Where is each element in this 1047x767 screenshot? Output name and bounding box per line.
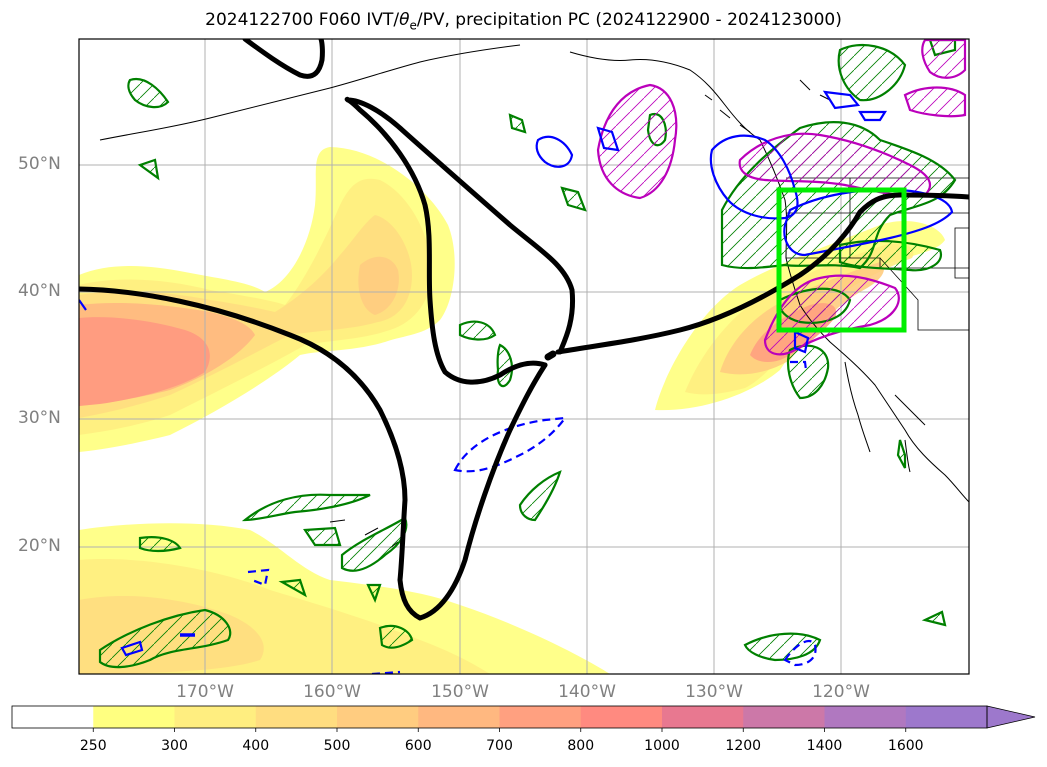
colorbar-segment [743, 706, 825, 728]
colorbar-tick-label: 800 [567, 738, 595, 754]
colorbar-tick-label: 1000 [644, 738, 680, 754]
lon-label-120w: 120°W [812, 682, 870, 702]
colorbar-segment [12, 706, 94, 728]
colorbar-segments [12, 706, 988, 732]
coastline [99, 44, 969, 549]
colorbar-outline [11, 705, 988, 729]
lat-label-20n: 20°N [18, 536, 61, 556]
lon-label-130w: 130°W [685, 682, 743, 702]
colorbar-segment [337, 706, 419, 728]
lon-label-140w: 140°W [558, 682, 616, 702]
map-frame [78, 38, 970, 675]
colorbar-tick-label: 300 [161, 738, 188, 754]
lat-label-50n: 50°N [18, 154, 61, 174]
lon-label-170w: 170°W [176, 682, 234, 702]
colorbar-tick-label: 500 [323, 738, 351, 754]
colorbar-tick-label: 700 [486, 738, 513, 754]
lon-label-150w: 150°W [431, 682, 489, 702]
colorbar-segment [174, 706, 257, 728]
colorbar-tick-label: 1200 [725, 738, 762, 754]
lon-label-160w: 160°W [303, 682, 361, 702]
target-box [776, 187, 907, 333]
colorbar-segment [824, 706, 907, 728]
colorbar-segment [93, 706, 175, 728]
lat-label-30n: 30°N [18, 408, 61, 428]
colorbar-segment [418, 706, 500, 728]
colorbar-segment [499, 706, 582, 728]
colorbar-segment [580, 706, 663, 728]
colorbar-segment [255, 706, 338, 728]
colorbar-tick-label: 250 [79, 738, 107, 754]
colorbar-tick-label: 400 [242, 738, 270, 754]
colorbar-segment [905, 706, 988, 728]
map-title: 2024122700 F060 IVT/θe/PV, precipitation… [205, 10, 842, 33]
lat-label-40n: 40°N [18, 281, 61, 301]
colorbar-tick-label: 1400 [806, 738, 843, 754]
pv-contour [79, 39, 969, 621]
colorbar-segment [662, 706, 744, 728]
colorbar-tick-label: 1600 [887, 738, 924, 754]
colorbar-extend-arrow [986, 705, 1036, 729]
theta-e-contours-blue-dashed [247, 360, 817, 674]
colorbar-tick-label: 600 [404, 738, 432, 754]
